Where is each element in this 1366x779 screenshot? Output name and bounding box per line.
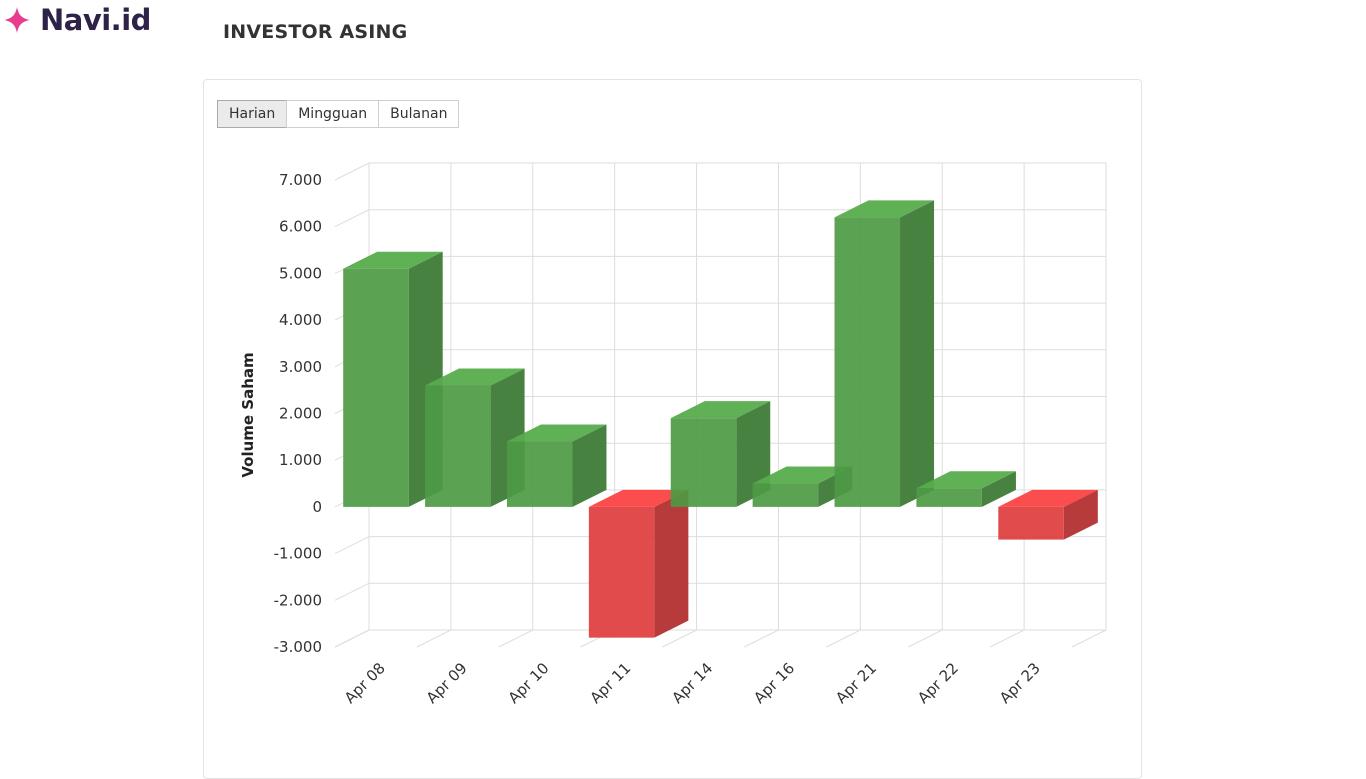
gridline-floor	[1071, 629, 1107, 648]
x-tick-label: Apr 21	[832, 659, 880, 707]
tab-mingguan[interactable]: Mingguan	[286, 100, 380, 128]
bar-top	[670, 401, 771, 419]
x-tick-label: Apr 10	[505, 659, 553, 707]
bar-top	[916, 471, 1016, 489]
bar-side	[900, 200, 935, 507]
bar-side	[654, 489, 689, 638]
y-tick-label: -2.000	[274, 591, 322, 609]
y-tick-label: 7.000	[279, 171, 322, 189]
bar-top	[998, 489, 1098, 507]
x-tick-label: Apr 22	[914, 659, 962, 707]
y-tick-label: -1.000	[274, 545, 322, 563]
bar-front	[998, 506, 1064, 540]
y-tick-label: 2.000	[279, 405, 322, 423]
x-tick-label: Apr 16	[750, 659, 798, 707]
bar-top	[588, 489, 689, 507]
bar-top	[425, 368, 525, 386]
x-tick-label: Apr 09	[423, 659, 471, 707]
bar-apr-21[interactable]	[834, 200, 935, 507]
sparkle-icon	[4, 7, 30, 33]
gridline-side	[334, 536, 370, 555]
bar-apr-23[interactable]	[998, 489, 1098, 540]
brand-name: Navi.id	[40, 3, 151, 37]
y-axis-title: Volume Saham	[239, 352, 257, 477]
gridline-floor	[744, 629, 779, 648]
bar-front	[588, 506, 655, 638]
bar-front	[670, 418, 737, 507]
bar-top	[343, 251, 443, 269]
bar-top	[834, 200, 935, 218]
y-tick-label: 1.000	[279, 451, 322, 469]
gridline-floor	[662, 629, 697, 648]
bar-front	[506, 441, 573, 507]
y-tick-label: -3.000	[274, 638, 322, 656]
gridline-floor	[334, 629, 370, 648]
bar-apr-22[interactable]	[916, 471, 1016, 507]
x-tick-label: Apr 14	[668, 659, 716, 707]
bar-front	[343, 268, 409, 507]
page-title: INVESTOR ASING	[223, 21, 408, 43]
y-tick-label: 0	[312, 498, 322, 516]
gridline-floor	[826, 629, 861, 648]
y-tick-label: 4.000	[279, 311, 322, 329]
bar-top	[506, 424, 607, 442]
y-tick-label: 3.000	[279, 358, 322, 376]
bar-apr-11[interactable]	[588, 489, 689, 638]
bar-side	[981, 471, 1016, 507]
gridline-floor	[498, 629, 534, 648]
tab-harian[interactable]: Harian	[217, 100, 288, 128]
bar-apr-08[interactable]	[343, 251, 443, 507]
x-tick-label: Apr 11	[586, 659, 634, 707]
gridline-side	[334, 162, 370, 181]
bar-front	[834, 217, 901, 507]
x-tick-label: Apr 23	[996, 659, 1044, 707]
period-tabs: Harian Mingguan Bulanan	[217, 100, 460, 128]
bar-apr-10[interactable]	[506, 424, 607, 507]
gridline-floor	[416, 629, 452, 648]
bar-front	[916, 488, 982, 507]
bar-front	[425, 385, 491, 507]
bar-side	[572, 424, 607, 507]
bar-top	[752, 466, 853, 484]
gridline-floor	[907, 629, 943, 648]
gridline-side	[334, 582, 370, 601]
y-tick-label: 5.000	[279, 264, 322, 282]
bar-front	[752, 483, 819, 507]
x-tick-label: Apr 08	[341, 659, 389, 707]
tab-bulanan[interactable]: Bulanan	[378, 100, 460, 128]
y-tick-label: 6.000	[279, 218, 322, 236]
bar-side	[1063, 489, 1098, 540]
gridline-floor	[989, 629, 1025, 648]
brand-logo[interactable]: Navi.id	[2, 2, 151, 38]
gridline-side	[334, 209, 370, 228]
